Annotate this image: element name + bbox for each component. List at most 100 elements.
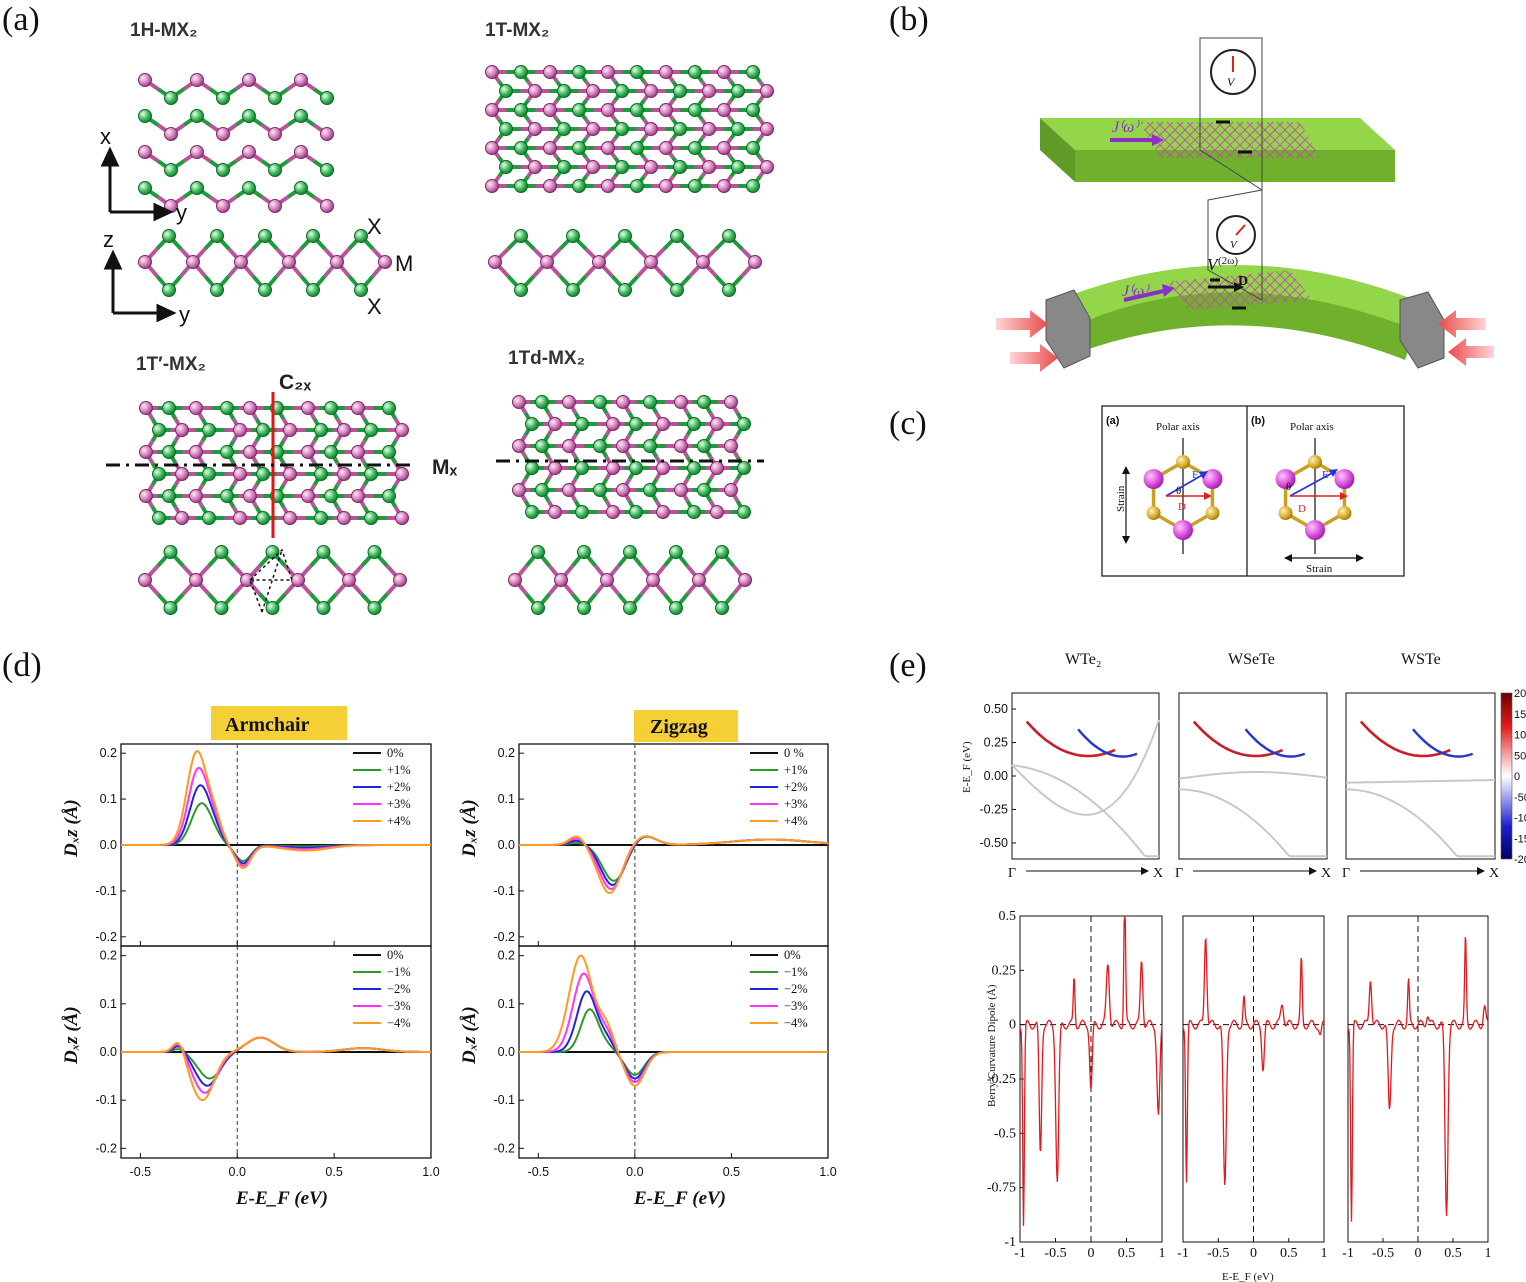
legend-label: +4% — [784, 814, 808, 828]
curve-4 — [519, 954, 828, 1087]
right-force-arrow-1 — [1438, 310, 1486, 338]
metal-atom — [330, 255, 344, 269]
bcd-ylabel: Berry Curvature Dipole (Å) — [986, 984, 998, 1107]
metal-atom — [190, 73, 204, 87]
strain-label-b: Strain — [1306, 563, 1333, 575]
bcd-x-tick: -1 — [1177, 1246, 1189, 1261]
chalcogen-atom — [557, 84, 571, 98]
chalcogen-atom — [629, 461, 643, 475]
metal-atom — [586, 84, 600, 98]
chalcogen-atom — [256, 423, 270, 437]
chalcogen-atom — [687, 461, 701, 475]
legend-label: −2% — [387, 982, 411, 996]
panel-label-a: (a) — [2, 1, 40, 38]
chalcogen-atom — [566, 229, 580, 243]
x-tick-label: -0.5 — [528, 1165, 550, 1179]
x-point-label: X — [1489, 866, 1499, 881]
metal-atom — [1305, 520, 1325, 540]
chalcogen-atom — [164, 91, 178, 105]
chalcogen-atom — [630, 179, 644, 193]
metal-atom — [1143, 469, 1164, 489]
metal-atom — [301, 401, 315, 415]
legend-label: +4% — [387, 814, 411, 828]
top-lattice — [1140, 122, 1320, 158]
metal-atom — [512, 439, 526, 453]
theta-label-b: θ — [1286, 481, 1291, 493]
chalcogen-atom — [164, 163, 178, 177]
metal-atom — [586, 160, 600, 174]
structure-1t-top-view — [485, 65, 774, 193]
chalcogen-atom — [643, 395, 657, 409]
metal-atom — [351, 401, 365, 415]
chalcogen-atom — [525, 461, 539, 475]
metal-atom — [528, 84, 542, 98]
title-1h: 1H-MX₂ — [130, 20, 198, 41]
chalcogen-atom — [324, 489, 338, 503]
metal-atom — [393, 573, 407, 587]
metal-atom — [562, 395, 576, 409]
colorbar — [1500, 692, 1513, 860]
y-tick-label: 0.2 — [498, 746, 515, 760]
gamma-label: Γ — [1342, 866, 1350, 881]
zigzag-tag — [634, 710, 738, 742]
bent-lattice — [1168, 270, 1312, 310]
chalcogen-atom — [354, 229, 368, 243]
legend-label: −3% — [387, 999, 411, 1013]
chalcogen-atom — [258, 229, 272, 243]
theta-label-a: θ — [1176, 485, 1181, 497]
band-y-tick: -0.25 — [980, 802, 1009, 816]
metal-atom — [562, 483, 576, 497]
metal-atom — [540, 255, 554, 269]
metal-atom — [528, 122, 542, 136]
metal-atom — [378, 255, 392, 269]
metal-atom — [337, 511, 351, 525]
curve-4 — [519, 835, 829, 895]
metal-atom — [760, 84, 774, 98]
panel-d-bcd-strain-plots: Armchair Zigzag 0.2 0.1 0.0 -0.1 -0.2 0% +1% +2… — [61, 706, 837, 1209]
chalcogen-atom — [163, 545, 178, 559]
band-y-tick: 0.50 — [984, 702, 1008, 716]
chalcogen-atom — [623, 545, 637, 559]
metal-atom — [606, 505, 620, 519]
title-1tprime: 1T′-MX₂ — [136, 354, 206, 375]
metal-atom — [189, 445, 203, 459]
metal-atom — [291, 573, 305, 587]
panel-b-device-schematic: J⁽ω⁾ V J⁽ω⁾ V V (2ω) D — [996, 37, 1494, 372]
chalcogen-atom — [1176, 455, 1190, 469]
armchair-tag-label: Armchair — [225, 714, 310, 736]
band-curvature-red — [1359, 720, 1451, 758]
metal-atom — [674, 395, 688, 409]
metal-atom — [696, 255, 710, 269]
chalcogen-atom — [314, 423, 328, 437]
bcd-y-tick: 0.25 — [992, 963, 1017, 978]
metal-atom — [1334, 469, 1355, 489]
chalcogen-atom — [618, 229, 632, 243]
curve-4 — [121, 749, 431, 870]
bcd-y-tick: -0.75 — [987, 1181, 1016, 1196]
metal-atom — [138, 145, 152, 159]
y-tick-label: 0.0 — [498, 838, 515, 852]
x-tick-label: 0.0 — [626, 1165, 643, 1179]
chalcogen-atom — [514, 283, 528, 297]
metal-atom — [395, 467, 409, 481]
chalcogen-atom — [629, 417, 643, 431]
legend-label: 0% — [387, 746, 404, 760]
legend-label: +1% — [387, 763, 411, 777]
chalcogen-atom — [535, 439, 549, 453]
curve-3 — [519, 972, 828, 1084]
metal-atom — [543, 65, 557, 79]
chalcogen-atom — [697, 439, 711, 453]
x-point-label: X — [1321, 866, 1331, 881]
chalcogen-atom — [364, 423, 378, 437]
top-current-label: J⁽ω⁾ — [1112, 119, 1140, 136]
metal-atom — [139, 445, 153, 459]
metal-atom — [242, 145, 256, 159]
y-tick-label: -0.2 — [95, 930, 117, 944]
chalcogen-atom — [630, 65, 644, 79]
chalcogen-atom — [220, 445, 234, 459]
y-tick-label: 0.1 — [100, 997, 117, 1011]
metal-atom — [485, 179, 499, 193]
metal-atom — [717, 65, 731, 79]
atom-label-m: M — [395, 251, 413, 276]
